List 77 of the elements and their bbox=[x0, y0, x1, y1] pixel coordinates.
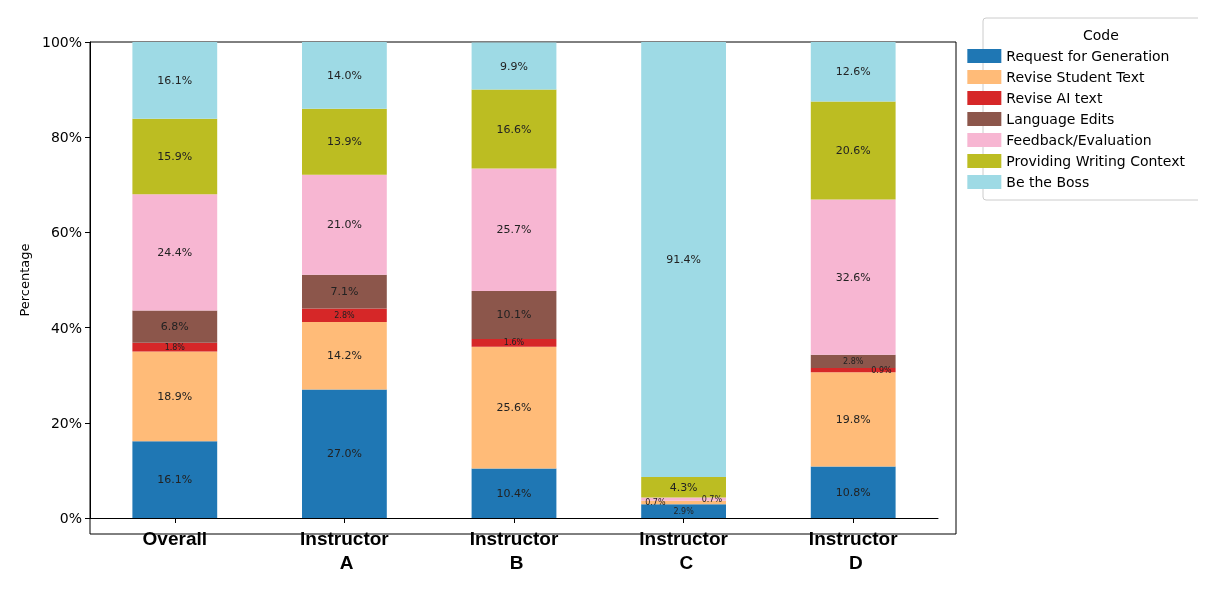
data-label: 6.8% bbox=[160, 320, 189, 334]
data-label: 19.8% bbox=[835, 412, 871, 426]
data-label: 27.0% bbox=[326, 447, 362, 461]
bar bbox=[810, 466, 896, 518]
data-label: 2.9% bbox=[673, 506, 695, 516]
data-label: 14.0% bbox=[326, 68, 362, 82]
x-tick-label: Instructor C bbox=[639, 527, 729, 573]
x-tick-label: Instructor A bbox=[300, 527, 390, 573]
bar bbox=[810, 372, 896, 467]
legend-label: Request for Generation bbox=[1006, 48, 1170, 64]
y-tick-label: 100% bbox=[41, 34, 82, 50]
legend-label: Revise AI text bbox=[1006, 90, 1103, 106]
bar bbox=[302, 389, 387, 518]
y-tick-label: 80% bbox=[50, 129, 82, 146]
data-label: 2.8% bbox=[334, 310, 355, 320]
bar bbox=[810, 42, 896, 102]
bar bbox=[471, 290, 557, 340]
bar bbox=[132, 42, 218, 119]
data-label: 1.8% bbox=[164, 342, 186, 352]
bar bbox=[302, 174, 387, 275]
bar bbox=[132, 310, 218, 343]
data-label: 10.8% bbox=[835, 485, 871, 499]
data-label: 16.1% bbox=[157, 473, 193, 487]
data-label: 24.4% bbox=[157, 245, 193, 259]
data-label: 10.4% bbox=[496, 486, 532, 500]
bar bbox=[132, 194, 218, 311]
legend-label: Providing Writing Context bbox=[1006, 153, 1186, 169]
y-tick-label: 40% bbox=[50, 319, 82, 336]
legend-label: Language Edits bbox=[1006, 111, 1115, 127]
data-label: 4.3% bbox=[669, 480, 698, 494]
bar bbox=[132, 441, 218, 518]
data-label: 18.9% bbox=[157, 389, 193, 403]
data-label: 91.4% bbox=[666, 253, 702, 267]
bar bbox=[302, 274, 387, 309]
data-label: 14.2% bbox=[326, 349, 362, 363]
bar bbox=[471, 42, 557, 90]
data-label: 16.1% bbox=[157, 73, 193, 87]
bar bbox=[810, 101, 896, 200]
y-tick-label: 0% bbox=[59, 510, 82, 526]
legend-label: Feedback/Evaluation bbox=[1006, 132, 1152, 148]
data-label: 7.1% bbox=[330, 285, 359, 299]
y-tick-label: 20% bbox=[50, 414, 82, 431]
data-label: 16.6% bbox=[496, 122, 532, 136]
data-label: 12.6% bbox=[835, 65, 871, 79]
data-label: 0.7% bbox=[701, 494, 723, 504]
bar bbox=[471, 346, 557, 469]
legend-title: Code bbox=[1083, 27, 1119, 43]
data-label: 2.8% bbox=[843, 356, 864, 366]
data-label: 15.9% bbox=[157, 149, 193, 163]
legend-label: Be the Boss bbox=[1006, 174, 1090, 190]
bar bbox=[471, 468, 557, 518]
data-label: 9.9% bbox=[500, 59, 528, 73]
bar bbox=[132, 351, 218, 442]
bar bbox=[641, 42, 726, 478]
bar bbox=[471, 89, 557, 169]
data-label: 21.0% bbox=[326, 218, 362, 232]
y-axis-title: Percentage bbox=[17, 243, 33, 317]
bar bbox=[471, 339, 557, 347]
data-label: 20.6% bbox=[835, 144, 871, 158]
data-label: 25.6% bbox=[496, 401, 532, 415]
x-tick-label: Overall bbox=[142, 527, 208, 549]
legend-label: Revise Student Text bbox=[1006, 69, 1145, 85]
bar bbox=[302, 108, 387, 175]
x-tick-label: Instructor D bbox=[808, 527, 899, 573]
bar bbox=[302, 42, 387, 109]
data-label: 1.6% bbox=[503, 338, 525, 348]
x-tick-label: Instructor B bbox=[469, 527, 559, 573]
data-label: 32.6% bbox=[835, 270, 871, 284]
bar bbox=[810, 199, 896, 355]
bar bbox=[471, 168, 557, 291]
data-label: 10.1% bbox=[496, 308, 532, 322]
data-label: 13.9% bbox=[326, 135, 362, 149]
bar bbox=[641, 504, 726, 518]
y-tick-label: 60% bbox=[50, 224, 82, 241]
data-label: 25.7% bbox=[496, 223, 532, 237]
bar bbox=[302, 321, 387, 390]
bar bbox=[132, 118, 218, 195]
